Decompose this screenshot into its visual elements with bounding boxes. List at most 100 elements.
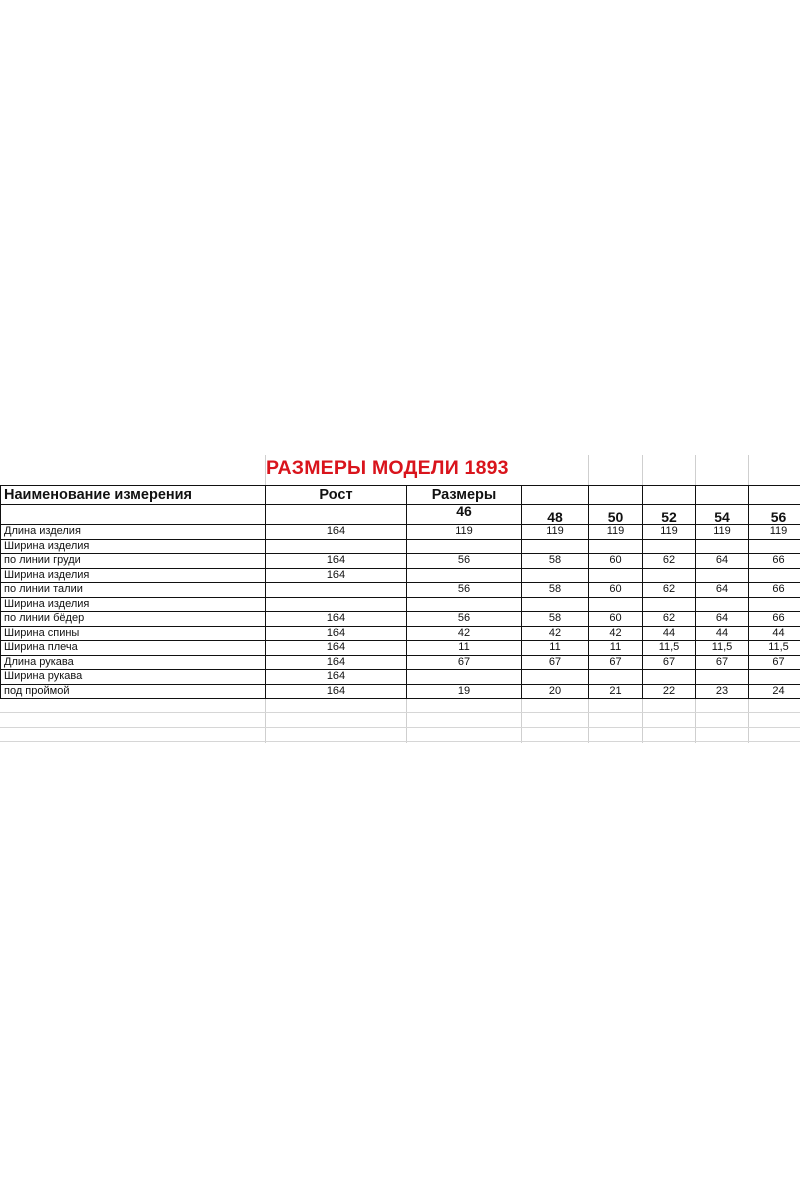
header-sizes: Размеры <box>406 485 522 505</box>
size-50: 50 <box>588 504 643 525</box>
value-cell <box>406 538 522 554</box>
size-52: 52 <box>642 504 696 525</box>
value-cell <box>588 538 643 554</box>
value-cell <box>748 567 800 583</box>
value-cell <box>748 596 800 612</box>
value-cell: 56 <box>406 611 522 627</box>
value-cell: 42 <box>521 625 589 641</box>
size-48: 48 <box>521 504 589 525</box>
value-cell: 58 <box>521 582 589 598</box>
table-row: под проймой 164 19 20 21 22 23 24 <box>0 683 800 699</box>
value-cell <box>521 538 589 554</box>
value-cell: 67 <box>588 654 643 670</box>
value-cell <box>406 669 522 685</box>
value-cell: 119 <box>642 524 696 540</box>
header-name: Наименование измерения <box>0 485 266 505</box>
table-row: Длина рукава 164 67 67 67 67 67 67 <box>0 654 800 670</box>
value-cell: 11 <box>521 640 589 656</box>
table-row: Ширина спины 164 42 42 42 44 44 44 <box>0 625 800 641</box>
table-row: Ширина рукава 164 <box>0 669 800 685</box>
value-cell: 66 <box>748 611 800 627</box>
table-row: по линии талии 56 58 60 62 64 66 <box>0 582 800 598</box>
value-cell: 42 <box>406 625 522 641</box>
size-table: Наименование измерения Рост Размеры 46 4… <box>0 485 800 699</box>
measurement-name: под проймой <box>0 683 266 699</box>
value-cell: 22 <box>642 683 696 699</box>
value-cell: 119 <box>588 524 643 540</box>
height-cell: 164 <box>265 625 407 641</box>
height-cell: 164 <box>265 611 407 627</box>
value-cell: 11,5 <box>695 640 749 656</box>
value-cell <box>406 596 522 612</box>
value-cell <box>748 538 800 554</box>
sizes-row: 46 48 50 52 54 56 <box>0 504 800 525</box>
value-cell <box>406 567 522 583</box>
measurement-name: Длина изделия <box>0 524 266 540</box>
height-cell: 164 <box>265 553 407 569</box>
value-cell: 44 <box>748 625 800 641</box>
height-cell <box>265 538 407 554</box>
measurement-name: по линии бёдер <box>0 611 266 627</box>
height-cell: 164 <box>265 669 407 685</box>
value-cell: 62 <box>642 582 696 598</box>
value-cell: 66 <box>748 582 800 598</box>
value-cell: 21 <box>588 683 643 699</box>
measurement-name: Ширина изделия <box>0 596 266 612</box>
value-cell <box>521 669 589 685</box>
value-cell <box>695 538 749 554</box>
value-cell <box>695 596 749 612</box>
value-cell <box>642 538 696 554</box>
value-cell: 11 <box>588 640 643 656</box>
value-cell: 42 <box>588 625 643 641</box>
value-cell: 11,5 <box>642 640 696 656</box>
value-cell: 66 <box>748 553 800 569</box>
value-cell: 119 <box>406 524 522 540</box>
value-cell: 11 <box>406 640 522 656</box>
value-cell: 62 <box>642 553 696 569</box>
table-row: Ширина изделия <box>0 596 800 612</box>
table-row: по линии груди 164 56 58 60 62 64 66 <box>0 553 800 569</box>
header-row: Наименование измерения Рост Размеры <box>0 485 800 505</box>
value-cell: 119 <box>748 524 800 540</box>
measurement-name: Длина рукава <box>0 654 266 670</box>
value-cell: 44 <box>695 625 749 641</box>
value-cell: 64 <box>695 553 749 569</box>
value-cell: 64 <box>695 611 749 627</box>
value-cell: 23 <box>695 683 749 699</box>
value-cell <box>588 596 643 612</box>
size-56: 56 <box>748 504 800 525</box>
value-cell: 56 <box>406 582 522 598</box>
measurement-name: по линии груди <box>0 553 266 569</box>
value-cell: 56 <box>406 553 522 569</box>
height-cell <box>265 596 407 612</box>
value-cell: 64 <box>695 582 749 598</box>
measurement-name: Ширина спины <box>0 625 266 641</box>
value-cell: 24 <box>748 683 800 699</box>
height-cell: 164 <box>265 654 407 670</box>
value-cell <box>521 567 589 583</box>
measurement-name: Ширина изделия <box>0 567 266 583</box>
value-cell <box>642 596 696 612</box>
value-cell: 60 <box>588 582 643 598</box>
measurement-name: Ширина рукава <box>0 669 266 685</box>
value-cell: 20 <box>521 683 589 699</box>
size-54: 54 <box>695 504 749 525</box>
table-row: Ширина изделия <box>0 538 800 554</box>
header-height: Рост <box>265 485 407 505</box>
value-cell <box>521 596 589 612</box>
measurement-name: по линии талии <box>0 582 266 598</box>
height-cell: 164 <box>265 567 407 583</box>
measurement-name: Ширина плеча <box>0 640 266 656</box>
value-cell: 67 <box>521 654 589 670</box>
height-cell <box>265 582 407 598</box>
table-row: по линии бёдер 164 56 58 60 62 64 66 <box>0 611 800 627</box>
value-cell: 67 <box>642 654 696 670</box>
value-cell <box>748 669 800 685</box>
value-cell: 119 <box>521 524 589 540</box>
value-cell <box>588 669 643 685</box>
table-row: Ширина изделия 164 <box>0 567 800 583</box>
value-cell <box>588 567 643 583</box>
height-cell: 164 <box>265 524 407 540</box>
value-cell: 119 <box>695 524 749 540</box>
value-cell <box>695 567 749 583</box>
